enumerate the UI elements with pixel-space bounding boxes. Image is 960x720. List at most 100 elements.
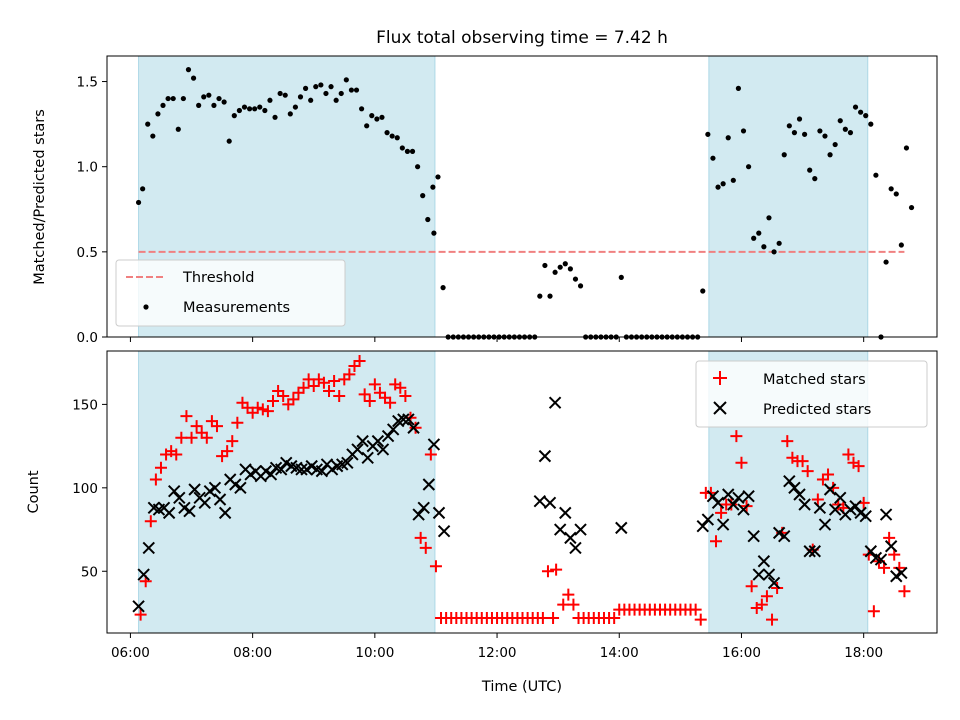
matched-star-point (735, 456, 748, 469)
measurement-point (140, 186, 146, 192)
matched-star-point (190, 420, 203, 433)
measurement-point (431, 230, 437, 236)
matched-star-point (399, 390, 412, 403)
measurement-point (359, 106, 365, 112)
predicted-star-point (386, 423, 400, 436)
matched-star-point (867, 605, 880, 618)
measurement-point (852, 104, 859, 110)
predicted-star-point (732, 491, 745, 505)
matched-star-point (541, 565, 554, 578)
measurement-point (338, 90, 344, 97)
matched-star-point (343, 368, 356, 381)
matched-star-point (226, 435, 239, 448)
measurement-point (262, 107, 268, 114)
matched-star-point (358, 388, 371, 401)
predicted-star-point (895, 566, 908, 580)
measurement-point (420, 193, 426, 199)
matched-star-point (755, 598, 768, 611)
measurement-point (201, 94, 207, 100)
predicted-star-point (711, 496, 725, 510)
predicted-star-point (142, 541, 155, 555)
y-tick-label: 50 (81, 564, 98, 580)
measurement-point (211, 102, 217, 108)
measurement-point (252, 106, 258, 112)
ratio-x-ticks (129, 337, 865, 342)
measurement-point (812, 176, 818, 182)
measurement-point (348, 87, 355, 93)
predicted-star-point (361, 451, 374, 465)
predicted-star-point (417, 501, 430, 515)
predicted-star-point (315, 464, 329, 478)
matched-star-point (796, 455, 809, 468)
predicted-star-point (351, 443, 364, 456)
matched-star-point (781, 435, 794, 448)
matched-star-point (256, 403, 269, 416)
predicted-star-point (402, 413, 415, 426)
measurement-point (180, 95, 186, 102)
predicted-star-point (818, 518, 832, 531)
predicted-star-point (762, 568, 776, 581)
x-tick-label: 06:00 (111, 645, 150, 661)
predicted-star-point (798, 498, 811, 511)
measurement-point (277, 90, 283, 97)
predicted-star-point (752, 568, 765, 581)
predicted-star-point (574, 523, 587, 536)
matched-star-point (175, 431, 188, 444)
measurement-point (379, 114, 385, 120)
predicted-star-point (188, 483, 201, 496)
chart-title: Flux total observing time = 7.42 h (376, 28, 668, 48)
predicted-star-point (742, 489, 755, 503)
measurement-point (751, 235, 757, 241)
matched-star-point (409, 421, 422, 434)
matched-legend-swatch (713, 371, 727, 385)
count-panel: 50 100 150 06:00 08:00 10:00 12:00 14:00 16:00 1… (26, 350, 938, 695)
predicted-star-point (264, 468, 278, 481)
threshold-legend-label: Threshold (182, 270, 254, 286)
predicted-star-point (132, 600, 145, 613)
predicted-star-point (879, 508, 893, 521)
measurement-point (705, 131, 711, 137)
measurement-point (822, 133, 828, 139)
y-tick-label: 0.5 (77, 245, 98, 261)
matched-star-point (394, 381, 407, 394)
matched-star-point (272, 385, 285, 398)
measurement-point (745, 164, 752, 170)
matched-star-point (282, 398, 295, 411)
measurement-point (425, 216, 431, 223)
measurement-point (216, 95, 222, 102)
predicted-star-point (828, 503, 842, 516)
y-tick-label: 100 (72, 481, 98, 497)
measurement-point (740, 128, 747, 134)
x-tick-label: 14:00 (600, 645, 639, 661)
measurement-point (832, 141, 838, 148)
matched-star-point (429, 560, 442, 573)
matched-star-point (251, 401, 264, 414)
measurement-point (908, 204, 915, 211)
predicted-star-point (432, 506, 446, 520)
measurement-point (175, 126, 181, 132)
matched-star-point (842, 448, 855, 461)
matched-star-point (205, 415, 218, 428)
measurement-point (807, 167, 813, 173)
matched-star-point (562, 588, 575, 601)
predicted-star-point (295, 463, 308, 476)
x-tick-label: 08:00 (233, 645, 272, 661)
measurement-point (226, 138, 232, 144)
measurement-point (241, 104, 248, 110)
predicted-star-point (356, 434, 369, 448)
matched-star-point (267, 395, 279, 408)
measurement-point (145, 121, 151, 127)
measurement-point (883, 259, 889, 265)
measurement-point (552, 269, 558, 275)
y-tick-label: 1.0 (77, 160, 98, 176)
observing-window (138, 350, 436, 634)
predicted-star-point (218, 506, 232, 520)
measurement-point (353, 87, 360, 93)
predicted-star-point (533, 494, 547, 508)
predicted-star-point (559, 506, 572, 520)
observing-window (708, 55, 869, 338)
matched-star-point (745, 580, 758, 593)
predicted-star-point (706, 489, 720, 503)
measurement-point (170, 95, 176, 102)
matched-star-point (144, 515, 157, 528)
